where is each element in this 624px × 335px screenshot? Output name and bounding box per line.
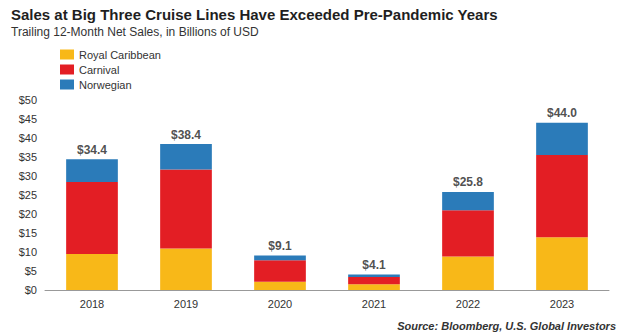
svg-text:$34.4: $34.4 (77, 143, 107, 157)
svg-text:$5: $5 (25, 265, 37, 277)
svg-text:2022: 2022 (456, 298, 480, 310)
svg-text:$20: $20 (19, 208, 37, 220)
svg-text:$0: $0 (25, 284, 37, 296)
svg-text:$44.0: $44.0 (547, 106, 577, 120)
svg-text:2018: 2018 (80, 298, 104, 310)
svg-text:2019: 2019 (174, 298, 198, 310)
svg-text:$38.4: $38.4 (171, 128, 201, 142)
svg-text:$4.1: $4.1 (362, 258, 386, 272)
svg-text:$50: $50 (19, 94, 37, 106)
svg-text:$40: $40 (19, 132, 37, 144)
svg-text:Carnival: Carnival (79, 64, 119, 76)
svg-text:2023: 2023 (550, 298, 574, 310)
svg-text:Source: Bloomberg, U.S. Global: Source: Bloomberg, U.S. Global Investors (397, 320, 616, 332)
svg-text:$15: $15 (19, 227, 37, 239)
svg-text:$25.8: $25.8 (453, 175, 483, 189)
svg-text:$9.1: $9.1 (268, 239, 292, 253)
svg-text:$30: $30 (19, 170, 37, 182)
svg-text:Royal Caribbean: Royal Caribbean (79, 49, 161, 61)
svg-text:$45: $45 (19, 113, 37, 125)
svg-text:Sales at Big Three Cruise Line: Sales at Big Three Cruise Lines Have Exc… (11, 6, 498, 23)
svg-text:$25: $25 (19, 189, 37, 201)
svg-text:2020: 2020 (268, 298, 292, 310)
svg-text:Trailing 12-Month Net Sales, i: Trailing 12-Month Net Sales, in Billions… (11, 25, 259, 39)
svg-text:Norwegian: Norwegian (79, 79, 132, 91)
svg-text:$10: $10 (19, 246, 37, 258)
svg-text:$35: $35 (19, 151, 37, 163)
svg-text:2021: 2021 (362, 298, 386, 310)
